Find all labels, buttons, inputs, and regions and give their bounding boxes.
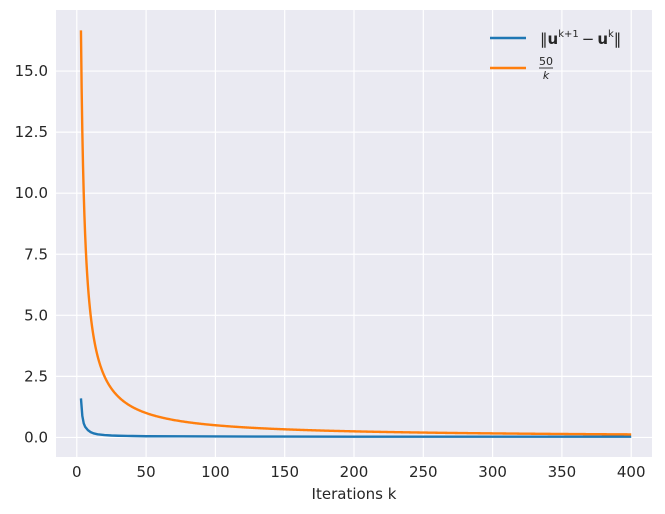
legend: ‖uk+1− uk‖ 50 k bbox=[490, 29, 621, 82]
legend-norm-open: ‖ bbox=[540, 30, 548, 48]
y-tick-label: 7.5 bbox=[24, 245, 48, 263]
legend-superscript-2: k bbox=[608, 29, 614, 40]
x-tick-label: 50 bbox=[137, 463, 156, 481]
legend-vector-u-2: u bbox=[597, 30, 608, 48]
legend-vector-u-1: u bbox=[548, 30, 559, 48]
series-line-2 bbox=[79, 30, 632, 436]
x-tick-label: 100 bbox=[201, 463, 230, 481]
y-tick-label: 10.0 bbox=[15, 184, 48, 202]
legend-label-series-1: ‖uk+1− uk‖ bbox=[540, 29, 621, 48]
x-axis-label: Iterations k bbox=[312, 485, 397, 503]
y-tick-label: 0.0 bbox=[24, 428, 48, 446]
legend-fraction-denominator: k bbox=[543, 69, 550, 82]
y-tick-labels: 0.0 2.5 5.0 7.5 10.0 12.5 15.0 bbox=[15, 62, 48, 446]
x-tick-label: 300 bbox=[478, 463, 507, 481]
x-tick-label: 0 bbox=[72, 463, 82, 481]
legend-norm-close: ‖ bbox=[614, 30, 622, 48]
y-tick-label: 12.5 bbox=[15, 123, 48, 141]
y-tick-label: 15.0 bbox=[15, 62, 48, 80]
legend-fraction-numerator: 50 bbox=[539, 55, 553, 68]
legend-superscript-1: k+1 bbox=[558, 29, 579, 40]
x-tick-label: 350 bbox=[548, 463, 577, 481]
legend-minus: − bbox=[582, 30, 595, 48]
x-tick-label: 250 bbox=[409, 463, 438, 481]
x-tick-label: 150 bbox=[270, 463, 299, 481]
y-tick-label: 2.5 bbox=[24, 367, 48, 385]
x-tick-labels: 0 50 100 150 200 250 300 350 400 bbox=[72, 463, 646, 481]
y-tick-label: 5.0 bbox=[24, 306, 48, 324]
series-line-1 bbox=[79, 398, 632, 438]
x-tick-label: 400 bbox=[617, 463, 646, 481]
series-layer bbox=[79, 30, 632, 438]
x-tick-label: 200 bbox=[340, 463, 369, 481]
x-gridlines bbox=[76, 10, 632, 457]
